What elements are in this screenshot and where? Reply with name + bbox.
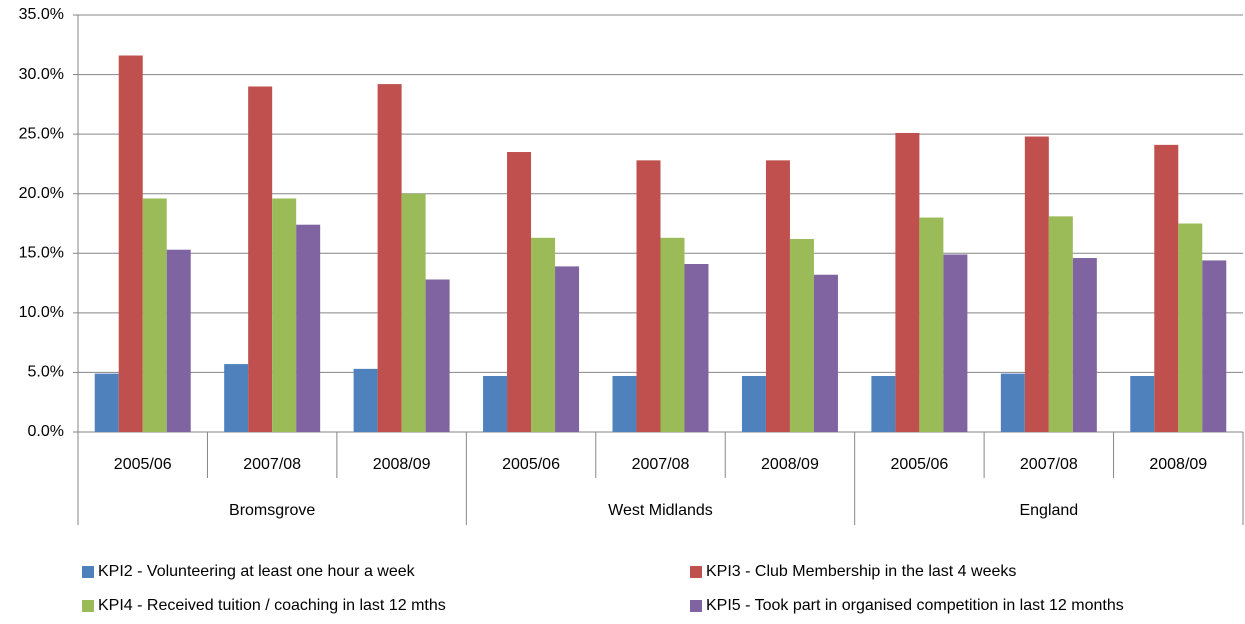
bar — [871, 376, 896, 432]
legend-swatch — [82, 566, 94, 578]
bar — [166, 249, 191, 432]
group-label: West Midlands — [608, 502, 713, 519]
y-tick-label: 15.0% — [19, 245, 64, 262]
bar — [353, 368, 378, 432]
bar — [142, 198, 167, 432]
bar — [296, 224, 321, 432]
bar — [919, 217, 944, 432]
bar — [789, 238, 814, 432]
x-tick-label: 2008/09 — [373, 456, 431, 473]
y-tick-label: 5.0% — [28, 364, 64, 381]
legend-label: KPI3 - Club Membership in the last 4 wee… — [706, 563, 1016, 580]
bar — [555, 266, 580, 432]
x-tick-label: 2005/06 — [114, 456, 172, 473]
bar — [483, 376, 508, 432]
legend-label: KPI2 - Volunteering at least one hour a … — [98, 563, 416, 580]
bar — [507, 152, 532, 432]
group-label: England — [1019, 502, 1078, 519]
legend-swatch — [690, 600, 702, 612]
bar — [118, 55, 143, 432]
bar — [401, 193, 426, 432]
bar — [531, 237, 556, 432]
bar — [425, 279, 450, 432]
bar — [272, 198, 297, 432]
bar — [813, 274, 838, 432]
bar — [895, 132, 920, 433]
x-tick-label: 2007/08 — [1020, 456, 1078, 473]
y-tick-label: 10.0% — [19, 304, 64, 321]
y-tick-label: 30.0% — [19, 66, 64, 83]
bar — [741, 376, 766, 432]
bar — [224, 364, 249, 432]
bar — [377, 84, 402, 433]
bar — [660, 237, 685, 432]
bar — [943, 254, 968, 432]
bar — [1178, 223, 1203, 432]
bar — [765, 160, 790, 432]
x-tick-label: 2007/08 — [632, 456, 690, 473]
legend-swatch — [82, 600, 94, 612]
y-tick-label: 25.0% — [19, 125, 64, 142]
bar — [94, 373, 119, 432]
group-label: Bromsgrove — [229, 502, 315, 519]
bar — [1072, 258, 1097, 432]
legend-label: KPI5 - Took part in organised competitio… — [706, 597, 1124, 614]
y-tick-label: 20.0% — [19, 185, 64, 202]
x-tick-label: 2008/09 — [761, 456, 819, 473]
bar — [1154, 144, 1179, 432]
bar — [612, 376, 637, 432]
y-tick-label: 0.0% — [28, 423, 64, 440]
bar — [1130, 376, 1155, 432]
legend-swatch — [690, 566, 702, 578]
bar — [1000, 373, 1025, 432]
bar — [1024, 136, 1049, 433]
bar — [636, 160, 661, 432]
bar — [248, 86, 273, 432]
x-tick-label: 2008/09 — [1149, 456, 1207, 473]
x-tick-label: 2005/06 — [890, 456, 948, 473]
y-tick-label: 35.0% — [19, 6, 64, 23]
legend-label: KPI4 - Received tuition / coaching in la… — [98, 597, 446, 614]
x-tick-label: 2007/08 — [243, 456, 301, 473]
x-tick-label: 2005/06 — [502, 456, 560, 473]
bar — [684, 264, 709, 432]
bar — [1202, 260, 1227, 432]
bar — [1048, 216, 1073, 432]
